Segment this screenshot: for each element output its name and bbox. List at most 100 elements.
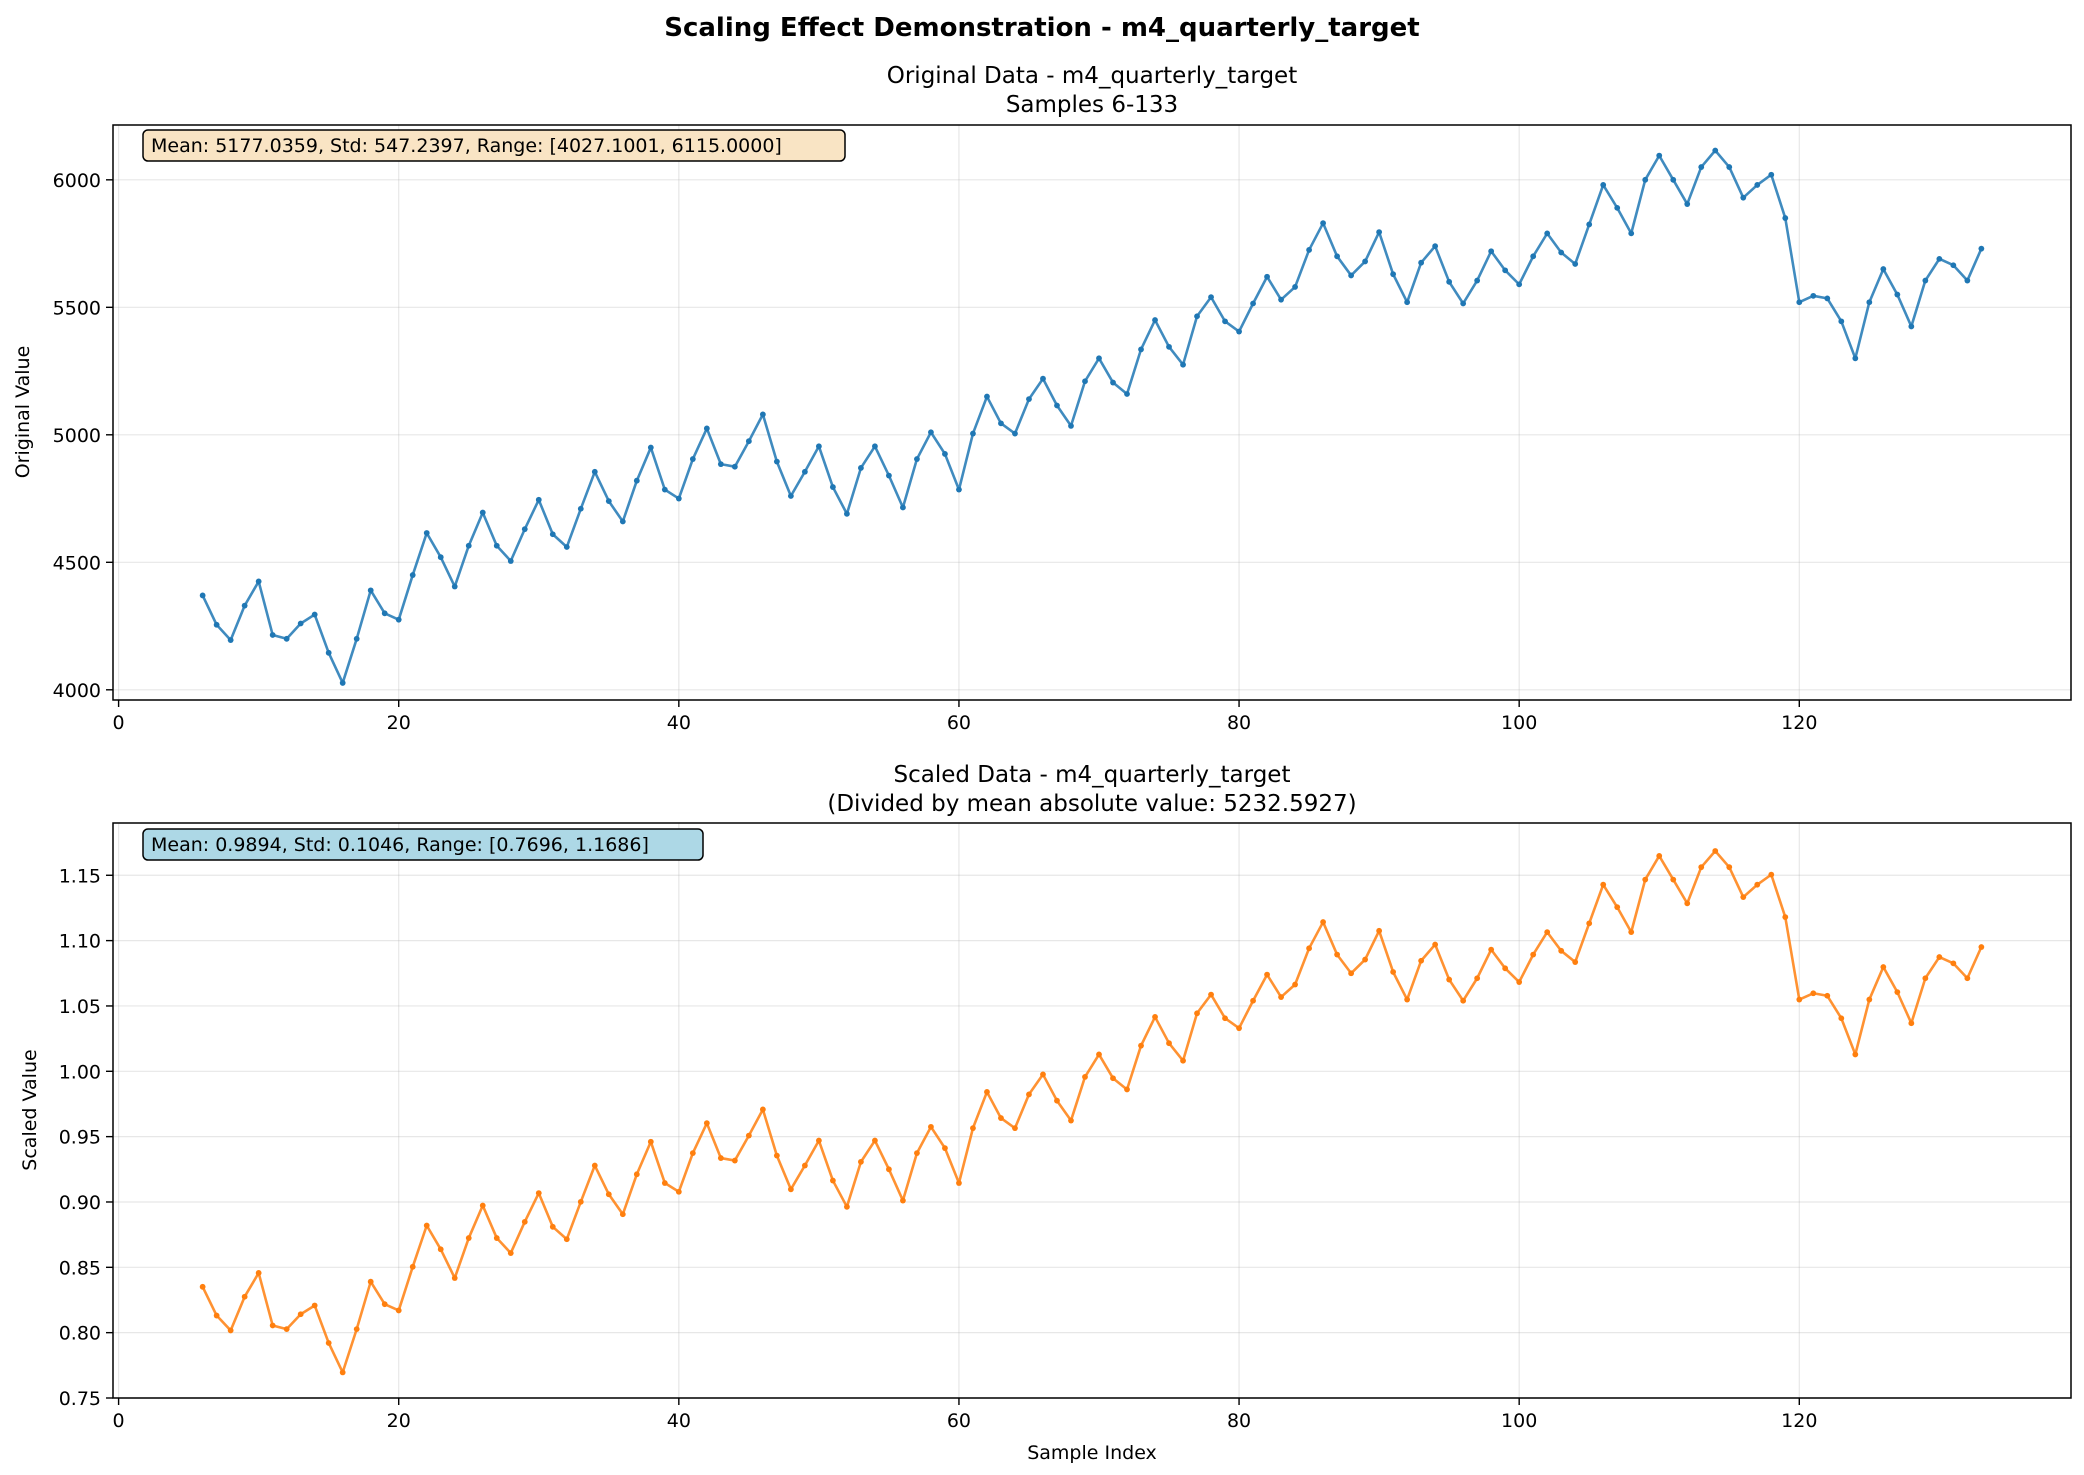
- original-data-point: [886, 472, 892, 479]
- original-xtick-label: 40: [667, 712, 691, 734]
- original-data-point: [1138, 346, 1144, 353]
- scaled-data-point: [283, 1326, 290, 1333]
- scaled-data-point: [1796, 996, 1803, 1003]
- original-data-point: [465, 542, 472, 549]
- original-data-point: [1544, 230, 1551, 237]
- scaled-data-point: [787, 1186, 794, 1193]
- scaled-series-line: [201, 849, 1983, 1374]
- scaled-ytick-label: 0.95: [59, 1127, 101, 1149]
- scaled-xtick-label: 20: [387, 1410, 411, 1432]
- scaled-stats-box: Mean: 0.9894, Std: 0.1046, Range: [0.769…: [142, 828, 704, 861]
- scaled-data-point: [1348, 970, 1355, 977]
- scaled-data-point: [451, 1275, 458, 1281]
- scaled-data-point: [1278, 994, 1284, 1000]
- original-data-point: [745, 438, 752, 445]
- scaled-data-point: [269, 1322, 276, 1329]
- original-data-point: [1474, 277, 1481, 284]
- original-data-point: [339, 680, 346, 686]
- original-data-point: [1670, 176, 1677, 183]
- scaled-data-point: [675, 1188, 682, 1195]
- scaled-xtick-label: 0: [113, 1410, 125, 1432]
- scaled-data-point: [1670, 876, 1677, 883]
- original-data-point: [423, 530, 430, 536]
- scaled-series: [199, 848, 1985, 1376]
- original-data-point: [1418, 259, 1425, 266]
- scaled-data-point: [872, 1137, 878, 1144]
- original-data-point: [1712, 147, 1719, 154]
- scaled-data-point: [815, 1137, 822, 1144]
- scaled-xtick-label: 40: [667, 1410, 691, 1432]
- scaled-data-point: [1936, 954, 1943, 960]
- original-data-point: [1292, 284, 1298, 290]
- scaled-data-point: [395, 1307, 402, 1314]
- original-data-point: [1026, 396, 1032, 403]
- original-data-point: [801, 468, 808, 475]
- original-data-point: [1404, 299, 1411, 306]
- scaled-data-point: [479, 1202, 486, 1209]
- original-data-point: [1432, 243, 1439, 250]
- original-data-point: [367, 587, 374, 594]
- figure-suptitle: Scaling Effect Demonstration - m4_quarte…: [664, 13, 1419, 43]
- scaled-data-point: [577, 1198, 584, 1205]
- original-data-point: [914, 456, 920, 462]
- scaled-data-point: [1530, 951, 1537, 958]
- scaled-data-point: [1012, 1125, 1018, 1132]
- original-data-point: [815, 443, 822, 450]
- original-data-point: [942, 451, 948, 457]
- original-data-point: [970, 430, 976, 437]
- scaled-data-point: [1124, 1086, 1130, 1093]
- scaled-data-point: [535, 1190, 542, 1196]
- original-data-point: [409, 572, 416, 578]
- scaled-data-point: [998, 1115, 1004, 1121]
- original-xtick-label: 0: [113, 712, 125, 734]
- original-data-point: [1334, 253, 1340, 260]
- original-data-point: [1054, 402, 1060, 409]
- scaled-data-point: [1404, 996, 1411, 1003]
- original-data-point: [1460, 300, 1467, 307]
- scaled-data-point: [311, 1302, 318, 1309]
- original-data-point: [1446, 278, 1453, 285]
- scaled-data-point: [241, 1293, 248, 1300]
- scaled-data-point: [423, 1222, 430, 1229]
- scaled-data-point: [619, 1211, 626, 1218]
- scaled-data-point: [1642, 876, 1649, 883]
- original-data-point: [1068, 422, 1074, 429]
- original-data-point: [1530, 253, 1537, 260]
- original-data-point: [1866, 299, 1873, 306]
- original-data-point: [507, 558, 514, 564]
- scaled-stats-text: Mean: 0.9894, Std: 0.1046, Range: [0.769…: [151, 834, 649, 856]
- original-data-point: [199, 592, 206, 599]
- original-data-point: [605, 498, 612, 505]
- scaled-grid: [113, 823, 2071, 1399]
- scaled-data-point: [1516, 979, 1523, 985]
- original-ytick-label: 5000: [53, 425, 101, 447]
- scaled-data-point: [1320, 919, 1326, 925]
- original-data-point: [577, 505, 584, 512]
- original-axes-frame: [112, 124, 2072, 701]
- original-data-point: [1124, 391, 1130, 397]
- original-data-point: [269, 632, 276, 638]
- scaled-data-point: [1390, 969, 1397, 975]
- scaled-data-point: [1446, 976, 1453, 983]
- original-stats-box: Mean: 5177.0359, Std: 547.2397, Range: […: [142, 129, 846, 162]
- original-series: [199, 147, 1985, 686]
- original-data-point: [1110, 379, 1116, 386]
- scaled-data-point: [970, 1125, 976, 1132]
- scaled-ytick-label: 0.80: [59, 1323, 101, 1345]
- original-ticks: 0 20 40 60 80 100 120 4000 4500 5000 5500 6000: [53, 170, 1818, 734]
- scaled-data-point: [1236, 1025, 1242, 1032]
- original-data-point: [759, 411, 766, 418]
- scaled-data-point: [1978, 944, 1985, 950]
- original-ytick-label: 5500: [53, 297, 101, 319]
- original-data-point: [717, 461, 724, 468]
- scaled-data-point: [1264, 971, 1270, 978]
- original-data-point: [535, 496, 542, 503]
- scaled-xlabel: Sample Index: [1027, 1442, 1157, 1464]
- scaled-data-point: [1306, 945, 1312, 952]
- original-data-point: [1810, 292, 1817, 299]
- scaled-data-point: [1502, 965, 1509, 972]
- scaled-data-point: [1194, 1010, 1200, 1017]
- original-data-point: [1978, 245, 1985, 252]
- scaled-data-point: [297, 1311, 304, 1318]
